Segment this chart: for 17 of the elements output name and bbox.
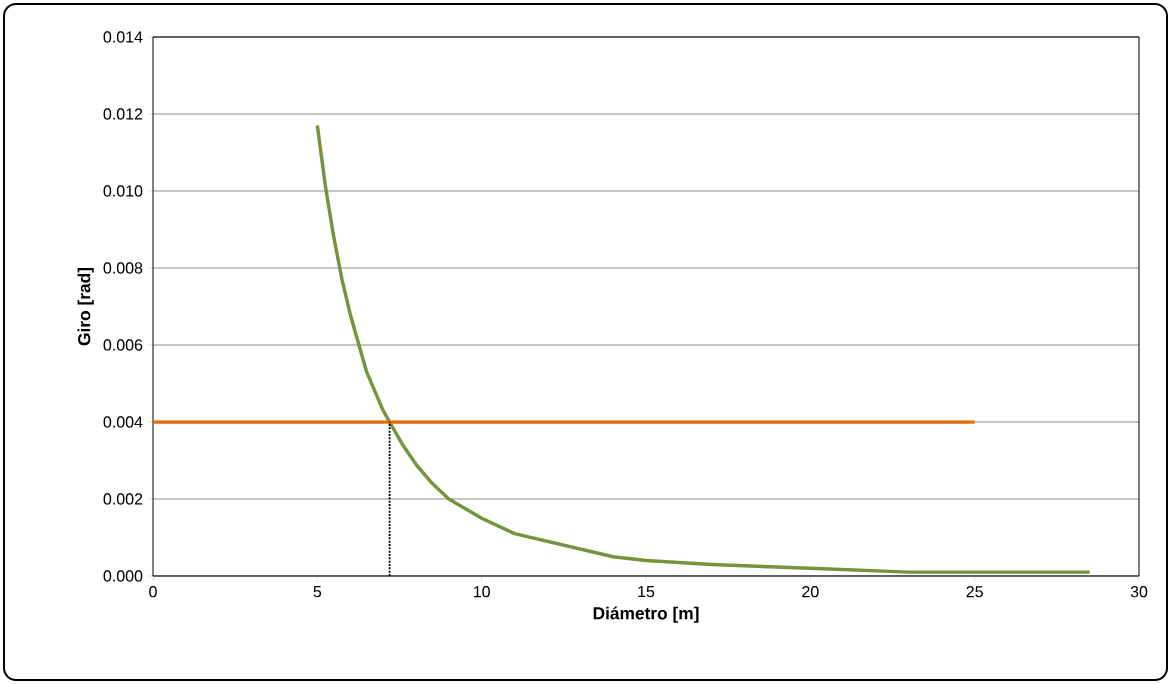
- x-tick-label: 20: [802, 586, 819, 598]
- y-tick-label: 0.014: [103, 31, 143, 43]
- x-tick-label: 5: [313, 586, 322, 598]
- y-tick-label: 0.010: [103, 185, 143, 197]
- y-tick-label: 0.002: [103, 493, 143, 505]
- x-tick-label: 0: [149, 586, 157, 598]
- x-tick-label: 15: [638, 586, 655, 598]
- x-axis-title: Diámetro [m]: [593, 606, 699, 623]
- y-tick-label: 0.000: [103, 570, 143, 582]
- y-tick-label: 0.006: [103, 339, 143, 351]
- x-tick-label: 25: [966, 586, 983, 598]
- x-tick-label: 10: [473, 586, 490, 598]
- y-tick-label: 0.012: [103, 108, 143, 120]
- y-tick-label: 0.004: [103, 416, 143, 428]
- y-tick-label: 0.008: [103, 262, 143, 274]
- y-axis-title: Giro [rad]: [77, 267, 94, 346]
- x-tick-label: 30: [1130, 586, 1148, 598]
